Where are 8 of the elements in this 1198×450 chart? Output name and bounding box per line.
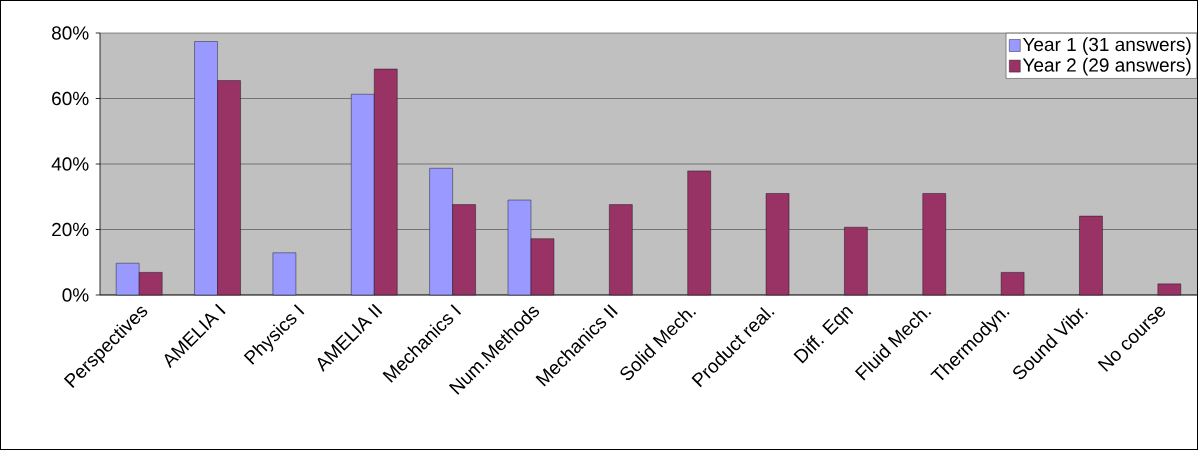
legend-label: Year 2 (29 answers)	[1022, 57, 1191, 76]
y-tick-label: 20%	[52, 222, 89, 237]
y-tick-label: 80%	[52, 26, 89, 40]
y-tick-label: 0%	[62, 288, 89, 302]
y-tick-label: 60%	[52, 91, 89, 106]
y-tick-label: 40%	[51, 157, 89, 171]
x-tick-label: Diff. Eqn	[793, 306, 854, 364]
legend-label: Year 1 (31 answers)	[1022, 37, 1191, 55]
